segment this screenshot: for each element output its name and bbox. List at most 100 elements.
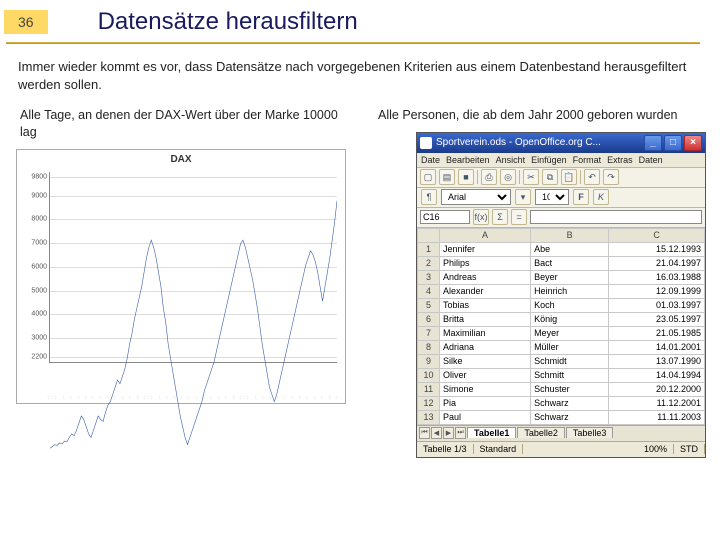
new-icon[interactable]: ▢ [420, 169, 436, 185]
cell[interactable]: Tobias [440, 298, 531, 312]
cell[interactable]: 8 [418, 340, 440, 354]
paste-icon[interactable]: 📋 [561, 169, 577, 185]
tab-first-icon[interactable]: ⏮ [419, 427, 430, 439]
cell[interactable]: 13.07.1990 [609, 354, 705, 368]
print-icon[interactable]: ⎙ [481, 169, 497, 185]
cell[interactable]: 6 [418, 312, 440, 326]
cell[interactable]: 5 [418, 298, 440, 312]
cell[interactable]: 13 [418, 410, 440, 424]
cell[interactable]: Simone [440, 382, 531, 396]
tab-last-icon[interactable]: ⏭ [455, 427, 466, 439]
cell[interactable]: 20.12.2000 [609, 382, 705, 396]
cell[interactable]: Paul [440, 410, 531, 424]
cell[interactable]: 4 [418, 284, 440, 298]
sum-icon[interactable]: Σ [492, 209, 508, 225]
cell[interactable]: 01.03.1997 [609, 298, 705, 312]
formula-input[interactable] [530, 210, 702, 224]
cell[interactable]: 10 [418, 368, 440, 382]
cell[interactable]: 11.11.2003 [609, 410, 705, 424]
cell[interactable]: 3 [418, 270, 440, 284]
close-button[interactable]: × [684, 135, 702, 151]
save-icon[interactable]: ■ [458, 169, 474, 185]
minimize-button[interactable]: _ [644, 135, 662, 151]
cell[interactable]: Abe [531, 242, 609, 256]
titlebar[interactable]: Sportverein.ods - OpenOffice.org C... _ … [417, 133, 705, 153]
cell[interactable]: 14.04.1994 [609, 368, 705, 382]
undo-icon[interactable]: ↶ [584, 169, 600, 185]
cell-name-box[interactable] [420, 210, 470, 224]
menu-item-einfügen[interactable]: Einfügen [531, 155, 567, 165]
cell[interactable]: 15.12.1993 [609, 242, 705, 256]
cell[interactable]: 11.12.2001 [609, 396, 705, 410]
table-row[interactable]: 7MaximilianMeyer21.05.1985 [418, 326, 705, 340]
cell[interactable]: Koch [531, 298, 609, 312]
table-row[interactable]: 2PhilipsBact21.04.1997 [418, 256, 705, 270]
copy-icon[interactable]: ⧉ [542, 169, 558, 185]
menu-item-date[interactable]: Date [421, 155, 440, 165]
cell[interactable]: Alexander [440, 284, 531, 298]
sheet-tab[interactable]: Tabelle3 [566, 427, 614, 438]
cell[interactable]: Schuster [531, 382, 609, 396]
cell[interactable]: 21.04.1997 [609, 256, 705, 270]
cell[interactable]: Beyer [531, 270, 609, 284]
cell[interactable]: Adriana [440, 340, 531, 354]
cell[interactable]: König [531, 312, 609, 326]
font-dropdown-icon[interactable]: ▾ [515, 189, 531, 205]
menu-item-format[interactable]: Format [573, 155, 602, 165]
status-zoom[interactable]: 100% [638, 444, 674, 454]
cell[interactable]: 12.09.1999 [609, 284, 705, 298]
bold-button[interactable]: F [573, 189, 589, 205]
tab-next-icon[interactable]: ▶ [443, 427, 454, 439]
cell[interactable]: Schwarz [531, 410, 609, 424]
table-row[interactable]: 9SilkeSchmidt13.07.1990 [418, 354, 705, 368]
menu-item-ansicht[interactable]: Ansicht [496, 155, 526, 165]
table-row[interactable]: 12PiaSchwarz11.12.2001 [418, 396, 705, 410]
cell[interactable]: Maximilian [440, 326, 531, 340]
table-row[interactable]: 11SimoneSchuster20.12.2000 [418, 382, 705, 396]
cell[interactable]: Heinrich [531, 284, 609, 298]
cell[interactable]: 12 [418, 396, 440, 410]
cell[interactable]: 7 [418, 326, 440, 340]
font-size-select[interactable]: 10 [535, 189, 569, 205]
cell[interactable]: Jennifer [440, 242, 531, 256]
italic-button[interactable]: K [593, 189, 609, 205]
cell[interactable]: 9 [418, 354, 440, 368]
cell[interactable]: Pia [440, 396, 531, 410]
cell[interactable]: Andreas [440, 270, 531, 284]
table-row[interactable]: 13PaulSchwarz11.11.2003 [418, 410, 705, 424]
menu-item-extras[interactable]: Extras [607, 155, 633, 165]
cell[interactable]: Schmidt [531, 354, 609, 368]
cell[interactable]: 1 [418, 242, 440, 256]
cell[interactable]: 11 [418, 382, 440, 396]
font-name-select[interactable]: Arial [441, 189, 511, 205]
table-row[interactable]: 4AlexanderHeinrich12.09.1999 [418, 284, 705, 298]
cell[interactable]: Britta [440, 312, 531, 326]
maximize-button[interactable]: □ [664, 135, 682, 151]
table-row[interactable]: 3AndreasBeyer16.03.1988 [418, 270, 705, 284]
cell[interactable]: Meyer [531, 326, 609, 340]
cell[interactable]: 14.01.2001 [609, 340, 705, 354]
tab-prev-icon[interactable]: ◀ [431, 427, 442, 439]
table-row[interactable]: 8AdrianaMüller14.01.2001 [418, 340, 705, 354]
cell[interactable]: Philips [440, 256, 531, 270]
sheet-tab[interactable]: Tabelle1 [467, 427, 516, 438]
cell[interactable]: Schwarz [531, 396, 609, 410]
cell[interactable]: 21.05.1985 [609, 326, 705, 340]
menu-item-daten[interactable]: Daten [639, 155, 663, 165]
cell[interactable]: Silke [440, 354, 531, 368]
menu-item-bearbeiten[interactable]: Bearbeiten [446, 155, 490, 165]
table-row[interactable]: 5TobiasKoch01.03.1997 [418, 298, 705, 312]
styles-icon[interactable]: ¶ [421, 189, 437, 205]
table-row[interactable]: 6BrittaKönig23.05.1997 [418, 312, 705, 326]
redo-icon[interactable]: ↷ [603, 169, 619, 185]
col-header[interactable]: A [440, 228, 531, 242]
table-row[interactable]: 10OliverSchmitt14.04.1994 [418, 368, 705, 382]
spreadsheet-grid[interactable]: ABC1JenniferAbe15.12.19932PhilipsBact21.… [417, 228, 705, 425]
sheet-tab[interactable]: Tabelle2 [517, 427, 565, 438]
cell[interactable]: 2 [418, 256, 440, 270]
fx-icon[interactable]: f(x) [473, 209, 489, 225]
open-icon[interactable]: ▤ [439, 169, 455, 185]
preview-icon[interactable]: ◎ [500, 169, 516, 185]
cut-icon[interactable]: ✂ [523, 169, 539, 185]
col-header[interactable]: C [609, 228, 705, 242]
